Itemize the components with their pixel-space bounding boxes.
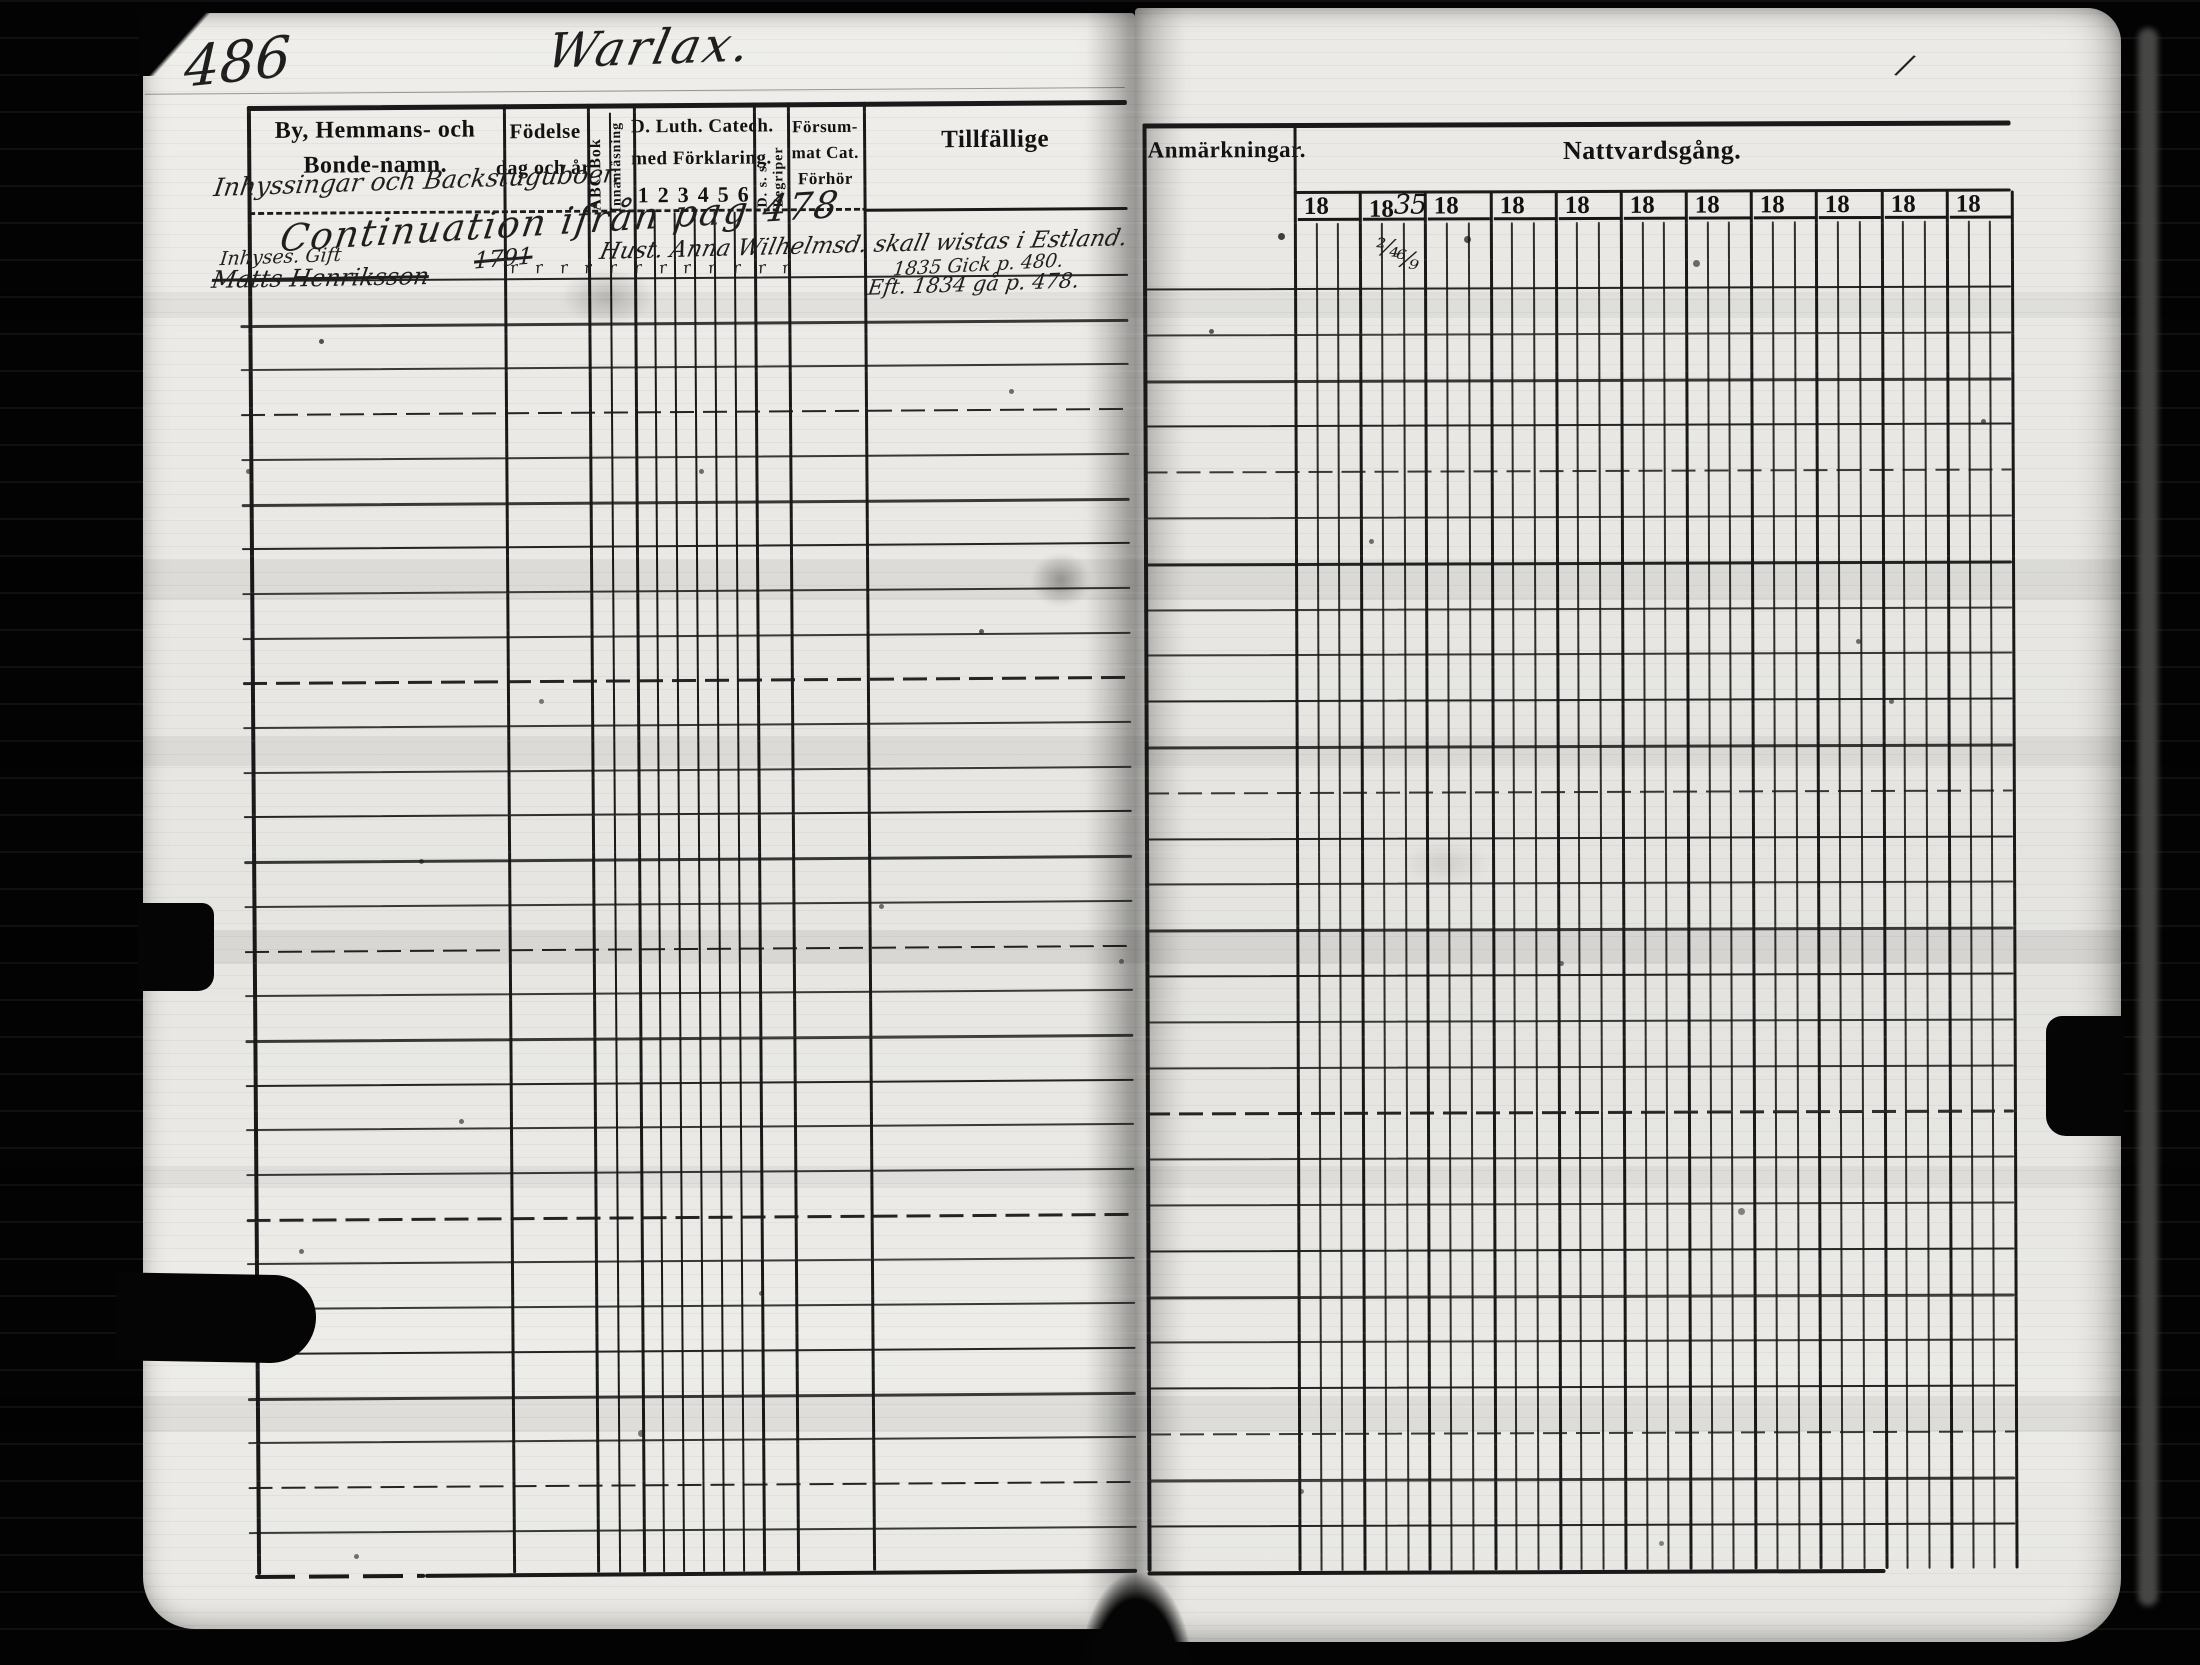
ditto-mark: r xyxy=(533,257,544,278)
year-printed-prefix: 18 xyxy=(1433,192,1459,220)
table-top-border xyxy=(1142,120,2011,129)
year-printed-prefix: 18 xyxy=(1629,191,1655,219)
ditto-mark: r xyxy=(582,257,594,278)
year-header-cell: 18 xyxy=(1623,191,1686,220)
year-header-cell: 18 xyxy=(1884,190,1947,219)
year-header-cell: 18 xyxy=(1688,191,1751,220)
year-header-cell: 18 xyxy=(1558,191,1621,221)
year-column-rule xyxy=(1880,190,1889,1569)
year-header-cell: 18 xyxy=(1427,192,1490,221)
column-header-remarks: Anmärkningar. xyxy=(1147,136,1307,163)
year-printed-prefix: 18 xyxy=(1759,191,1785,219)
ditto-mark: r xyxy=(508,257,519,278)
year-printed-prefix: 18 xyxy=(1303,192,1329,220)
year-header-cell: 18 xyxy=(1753,191,1816,220)
page-stack-edge xyxy=(2138,28,2158,1606)
year-header-cell: 18 xyxy=(1949,190,2012,219)
year-handwritten-suffix: 35 xyxy=(1393,189,1427,221)
holder-thumb-shadow xyxy=(115,1272,317,1364)
page-corner-shadow xyxy=(139,10,229,76)
remarks-right-border xyxy=(1293,122,1302,1571)
remarks-left-border xyxy=(1142,123,1152,1572)
handwritten-communion-date-2: ⁶⁄₉ xyxy=(1393,244,1422,276)
gutter-bottom-shadow xyxy=(1078,1574,1194,1665)
year-header-cell: 18 xyxy=(1297,192,1360,221)
book-edge-tab xyxy=(2046,1016,2124,1136)
ditto-mark: r xyxy=(558,257,569,278)
column-header-communion: Nattvardsgång. xyxy=(1562,135,1742,166)
year-printed-prefix: 18 xyxy=(1890,190,1916,218)
year-column-rule xyxy=(2010,190,2019,1569)
year-printed-prefix: 18 xyxy=(1368,195,1394,223)
year-printed-prefix: 18 xyxy=(1955,190,1981,218)
handwritten-village-title: Warlax. xyxy=(542,16,758,80)
year-printed-prefix: 18 xyxy=(1499,192,1525,220)
ditto-mark: r xyxy=(780,257,792,278)
table-bottom-border xyxy=(1147,1568,1886,1576)
year-printed-prefix: 18 xyxy=(1694,191,1720,219)
year-header-cell: 1835 xyxy=(1362,189,1427,223)
handwritten-struck-name: Matts Henriksson xyxy=(209,262,432,294)
year-header-cell: 18 xyxy=(1493,192,1556,221)
book-edge-tab xyxy=(138,903,214,991)
year-printed-prefix: 18 xyxy=(1824,191,1850,219)
year-header-cell: 18 xyxy=(1818,190,1881,220)
year-printed-prefix: 18 xyxy=(1564,191,1590,220)
paper-speckles xyxy=(0,0,3,3)
